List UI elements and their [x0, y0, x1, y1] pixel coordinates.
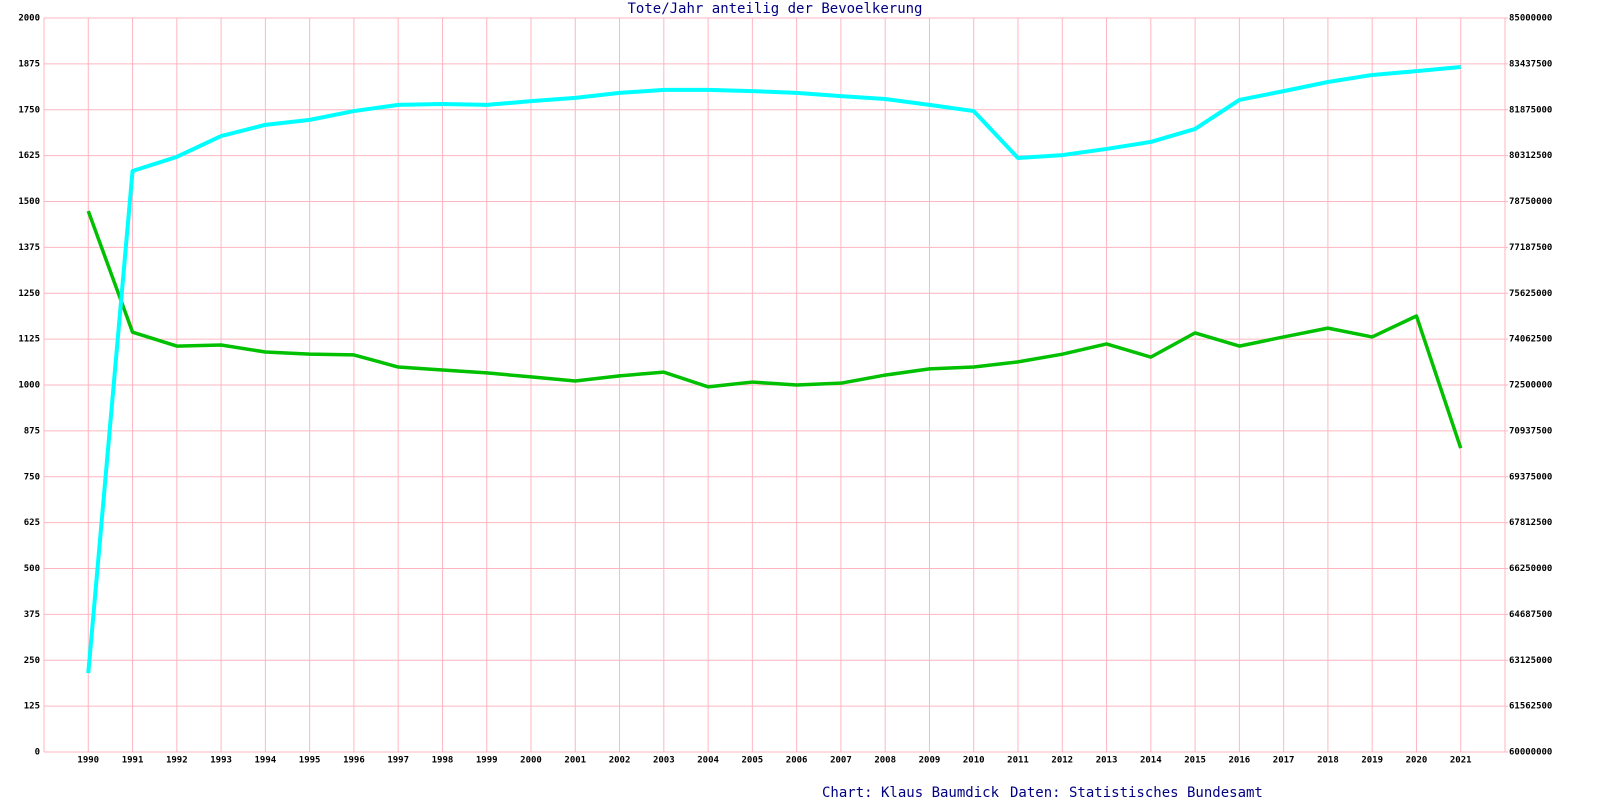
- x-tick-label: 2021: [1450, 756, 1472, 766]
- y-tick-label: 625: [24, 518, 40, 528]
- y-tick-label: 250: [24, 656, 40, 666]
- x-tick-label: 2009: [919, 756, 941, 766]
- x-tick-label: 1996: [343, 756, 365, 766]
- y-tick-label: 1125: [18, 335, 40, 345]
- y-tick-label: 375: [24, 610, 40, 620]
- x-tick-label: 1994: [255, 756, 277, 766]
- y-tick-label: 1000: [18, 381, 40, 391]
- x-tick-label: 2012: [1051, 756, 1073, 766]
- y-tick-label: 125: [24, 702, 40, 712]
- y-tick-label: 1625: [18, 151, 40, 161]
- x-tick-label: 2010: [963, 756, 985, 766]
- y2-tick-label: 77187500: [1509, 243, 1552, 253]
- y-tick-label: 500: [24, 564, 40, 574]
- x-tick-label: 1990: [77, 756, 99, 766]
- x-tick-label: 2016: [1229, 756, 1251, 766]
- y2-tick-label: 74062500: [1509, 335, 1552, 345]
- y2-tick-label: 66250000: [1509, 564, 1552, 574]
- x-tick-label: 2013: [1096, 756, 1118, 766]
- x-tick-label: 2006: [786, 756, 808, 766]
- x-tick-label: 2018: [1317, 756, 1339, 766]
- x-tick-label: 1995: [299, 756, 321, 766]
- y-tick-label: 1875: [18, 59, 40, 69]
- y2-tick-label: 70937500: [1509, 426, 1552, 436]
- y-tick-label: 2000: [18, 14, 40, 24]
- y2-tick-label: 75625000: [1509, 289, 1552, 299]
- x-tick-label: 2007: [830, 756, 852, 766]
- x-tick-label: 1991: [122, 756, 144, 766]
- y2-tick-label: 60000000: [1509, 748, 1552, 758]
- x-tick-label: 2008: [874, 756, 896, 766]
- x-tick-label: 2014: [1140, 756, 1162, 766]
- x-tick-label: 2005: [742, 756, 764, 766]
- x-tick-label: 2020: [1406, 756, 1428, 766]
- x-tick-label: 1999: [476, 756, 498, 766]
- x-tick-label: 2003: [653, 756, 675, 766]
- y-tick-label: 875: [24, 426, 40, 436]
- x-tick-label: 2019: [1361, 756, 1383, 766]
- y2-tick-label: 63125000: [1509, 656, 1552, 666]
- x-tick-label: 2002: [609, 756, 631, 766]
- y2-tick-label: 61562500: [1509, 702, 1552, 712]
- x-tick-label: 2001: [564, 756, 586, 766]
- y2-tick-label: 78750000: [1509, 197, 1552, 207]
- x-tick-label: 1997: [387, 756, 409, 766]
- y-tick-label: 1375: [18, 243, 40, 253]
- credit: Daten: Statistisches Bundesamt: [1010, 785, 1263, 800]
- x-tick-label: 1993: [210, 756, 232, 766]
- y2-tick-label: 64687500: [1509, 610, 1552, 620]
- data-line: [86, 210, 1463, 449]
- chart-title: Tote/Jahr anteilig der Bevoelkerung: [627, 1, 922, 17]
- y2-tick-label: 83437500: [1509, 59, 1552, 69]
- x-tick-label: 2017: [1273, 756, 1295, 766]
- y-tick-label: 0: [35, 748, 40, 758]
- y2-tick-label: 72500000: [1509, 381, 1552, 391]
- y2-tick-label: 80312500: [1509, 151, 1552, 161]
- credit: Chart: Klaus Baumdick: [822, 785, 1000, 800]
- x-tick-label: 1998: [432, 756, 454, 766]
- x-tick-label: 2015: [1184, 756, 1206, 766]
- y-tick-label: 1750: [18, 105, 40, 115]
- x-tick-label: 2011: [1007, 756, 1029, 766]
- x-tick-label: 2004: [697, 756, 719, 766]
- y2-tick-label: 67812500: [1509, 518, 1552, 528]
- y-tick-label: 750: [24, 472, 40, 482]
- y2-tick-label: 85000000: [1509, 14, 1552, 24]
- y-tick-label: 1250: [18, 289, 40, 299]
- x-tick-label: 2000: [520, 756, 542, 766]
- data-line: [86, 65, 1461, 674]
- y2-tick-label: 69375000: [1509, 472, 1552, 482]
- x-tick-label: 1992: [166, 756, 188, 766]
- y2-tick-label: 81875000: [1509, 105, 1552, 115]
- y-tick-label: 1500: [18, 197, 40, 207]
